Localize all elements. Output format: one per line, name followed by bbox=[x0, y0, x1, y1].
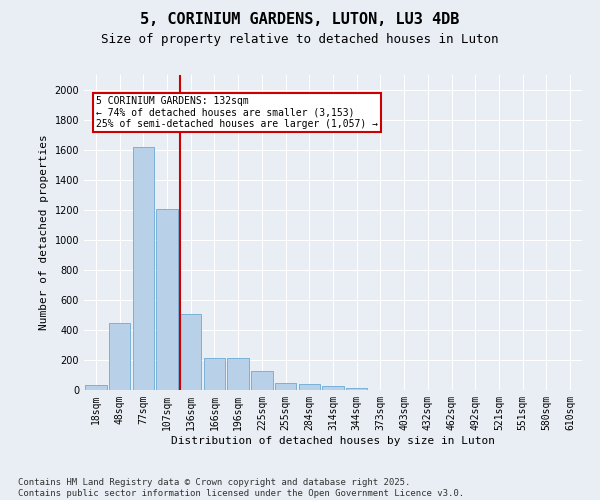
Bar bbox=[322, 386, 344, 390]
X-axis label: Distribution of detached houses by size in Luton: Distribution of detached houses by size … bbox=[171, 436, 495, 446]
Bar bbox=[299, 384, 320, 390]
Text: 5, CORINIUM GARDENS, LUTON, LU3 4DB: 5, CORINIUM GARDENS, LUTON, LU3 4DB bbox=[140, 12, 460, 28]
Bar bbox=[346, 388, 367, 390]
Bar bbox=[133, 147, 154, 390]
Bar bbox=[157, 208, 178, 390]
Bar bbox=[275, 382, 296, 390]
Bar bbox=[109, 322, 130, 390]
Text: Contains HM Land Registry data © Crown copyright and database right 2025.
Contai: Contains HM Land Registry data © Crown c… bbox=[18, 478, 464, 498]
Bar bbox=[251, 370, 272, 390]
Y-axis label: Number of detached properties: Number of detached properties bbox=[39, 134, 49, 330]
Text: 5 CORINIUM GARDENS: 132sqm
← 74% of detached houses are smaller (3,153)
25% of s: 5 CORINIUM GARDENS: 132sqm ← 74% of deta… bbox=[96, 96, 378, 129]
Bar bbox=[204, 358, 225, 390]
Bar bbox=[85, 385, 107, 390]
Text: Size of property relative to detached houses in Luton: Size of property relative to detached ho… bbox=[101, 32, 499, 46]
Bar bbox=[227, 358, 249, 390]
Bar bbox=[180, 314, 202, 390]
